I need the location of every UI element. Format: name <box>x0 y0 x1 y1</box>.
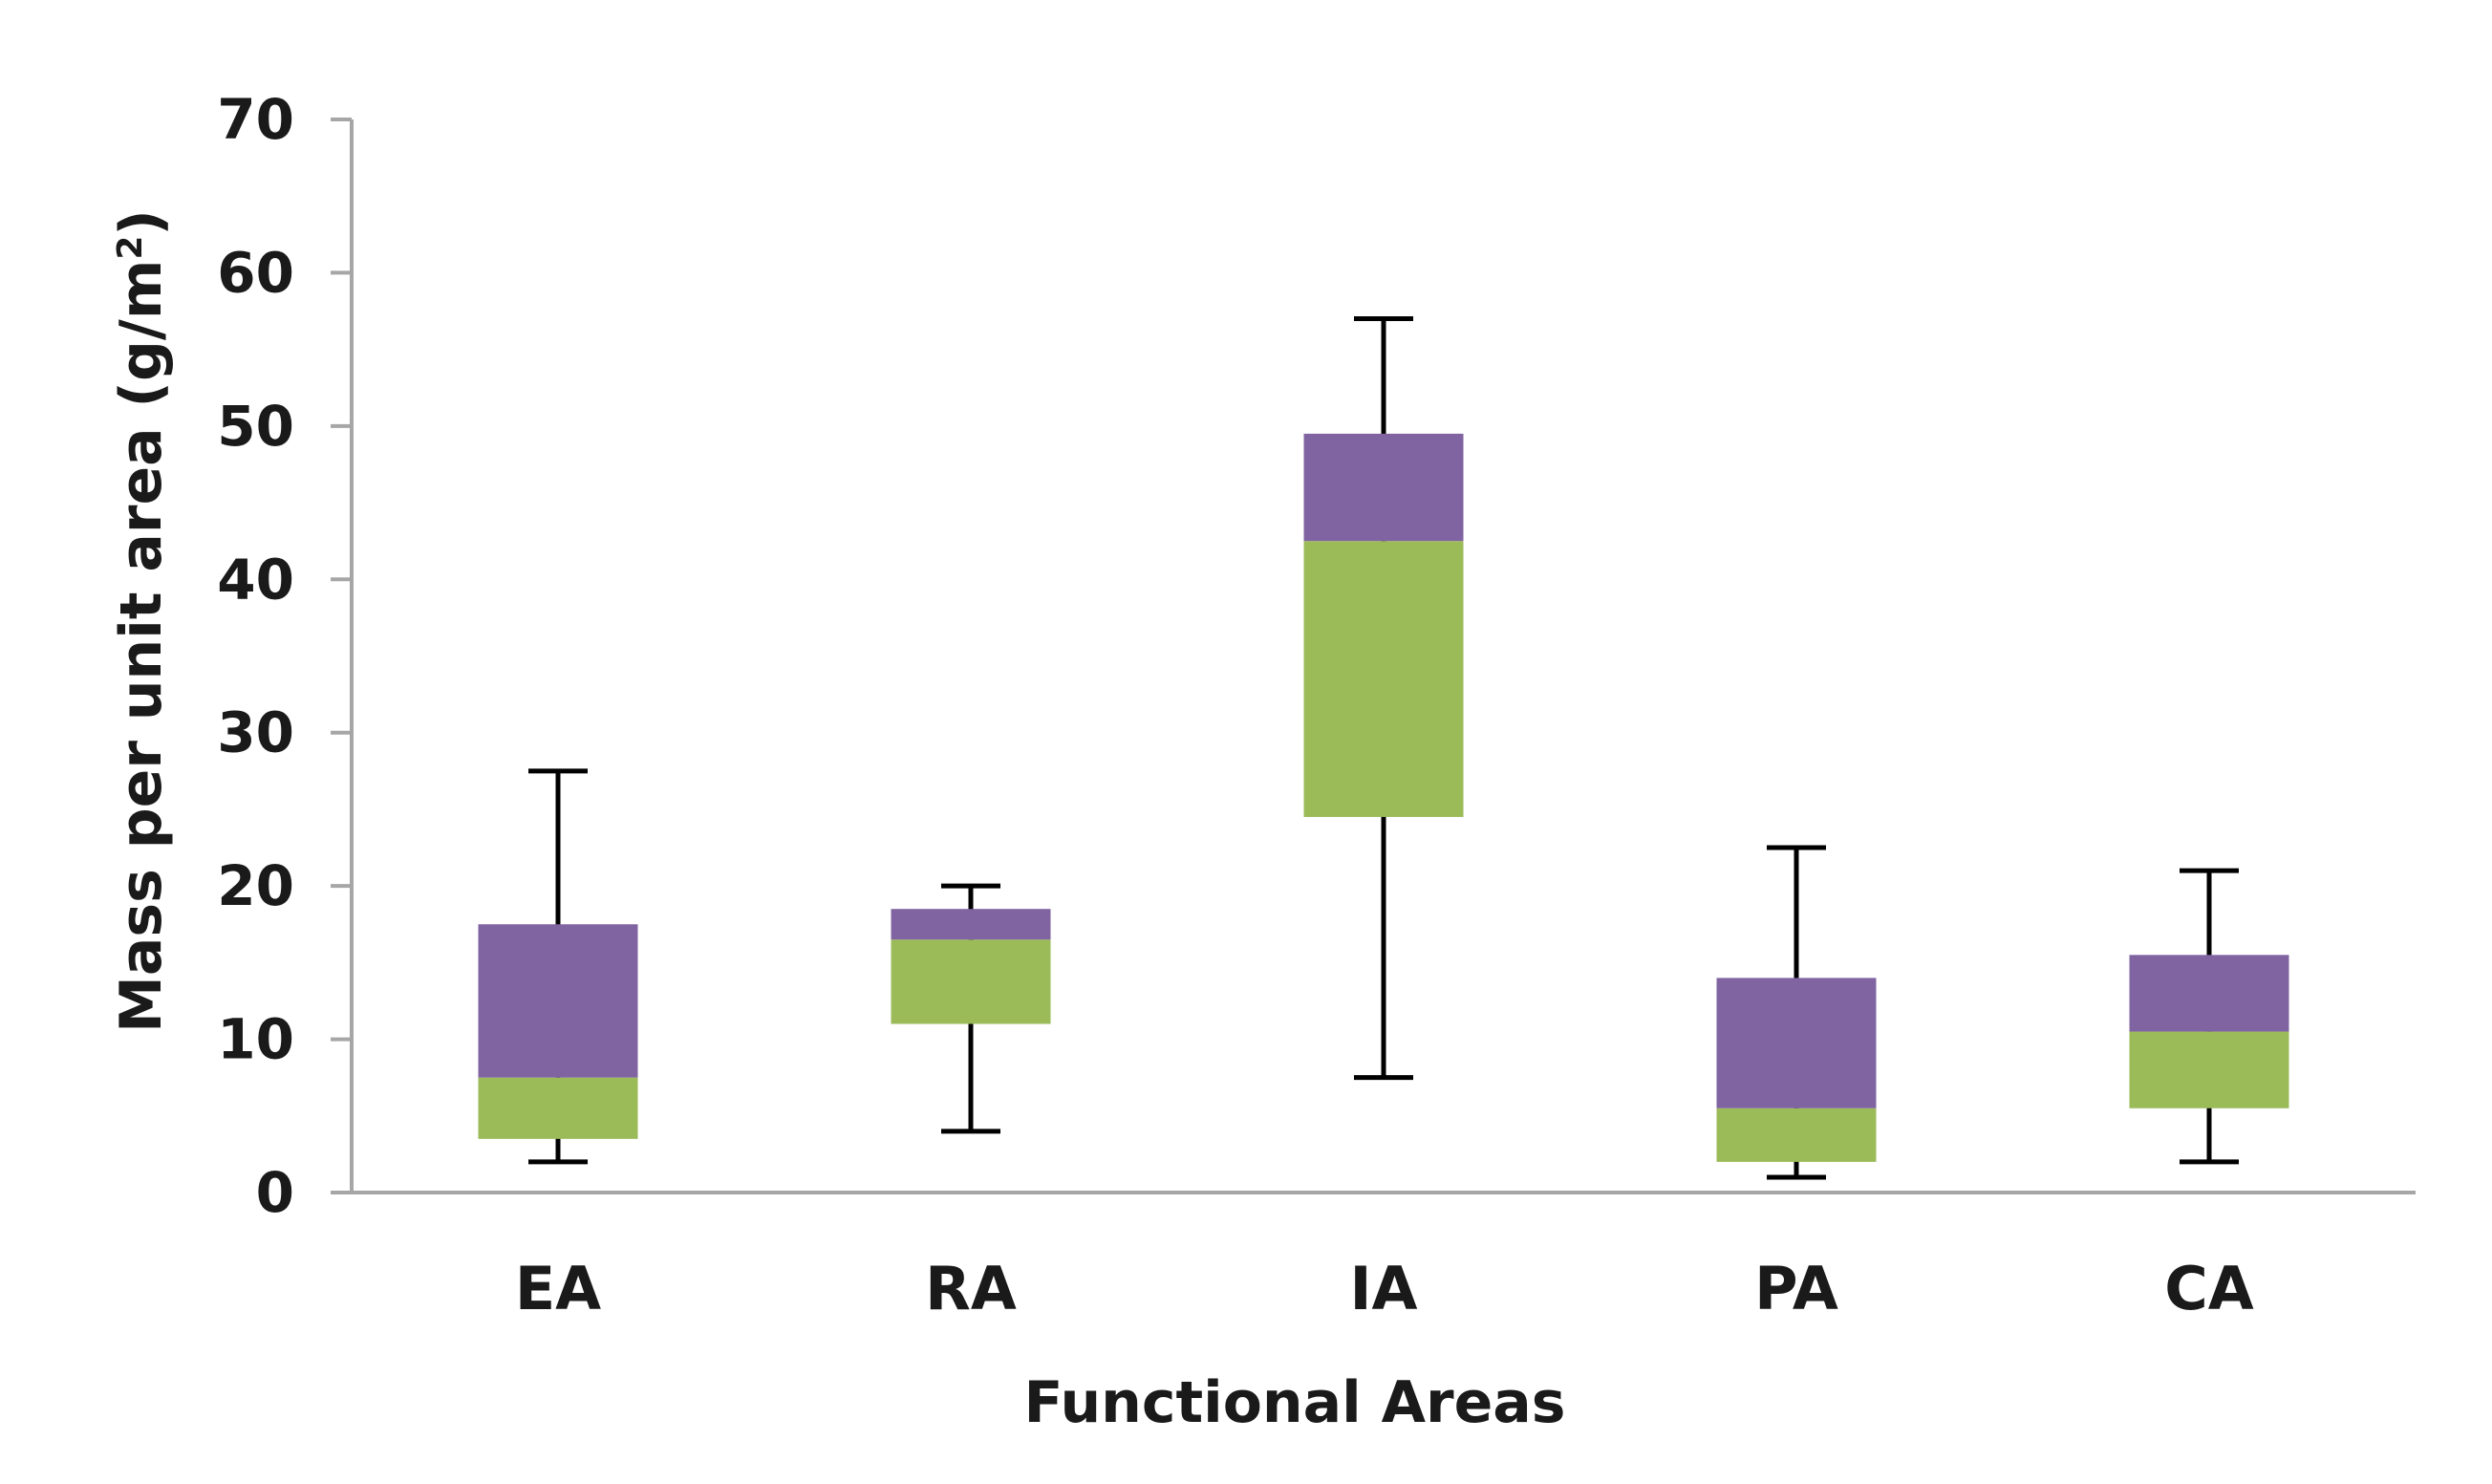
x-category-label-ca: CA <box>2164 1254 2254 1323</box>
y-axis-title-base: Mass per unit area (g/m <box>108 260 175 1033</box>
box-lower-ea <box>478 1077 638 1139</box>
y-ticks-layer: 0 10 20 30 40 50 60 70 <box>217 87 352 1225</box>
y-tick-label: 50 <box>217 394 294 459</box>
y-tick-label: 60 <box>217 240 294 305</box>
y-tick-label: 20 <box>217 853 294 918</box>
x-category-label-ra: RA <box>925 1254 1017 1323</box>
y-tick-label: 0 <box>256 1160 294 1225</box>
box-upper-ra <box>891 909 1051 940</box>
axes-layer <box>350 119 2416 1194</box>
y-tick-label: 30 <box>217 700 294 765</box>
box-lower-ca <box>2129 1031 2289 1108</box>
boxes-layer <box>478 433 2289 1162</box>
box-upper-ia <box>1303 433 1464 542</box>
x-category-labels: EA RA IA PA CA <box>515 1254 2254 1323</box>
x-category-label-pa: PA <box>1754 1254 1838 1323</box>
box-upper-ea <box>478 924 638 1078</box>
box-lower-ra <box>891 939 1051 1024</box>
y-tick-label: 40 <box>217 547 294 612</box>
y-axis-title: Mass per unit area (g/m2) <box>108 209 175 1033</box>
y-axis-title-superscript: 2 <box>111 236 150 260</box>
x-category-label-ia: IA <box>1349 1254 1417 1323</box>
x-axis-title: Functional Areas <box>1023 1369 1565 1436</box>
box-upper-ca <box>2129 955 2289 1032</box>
y-axis-title-close: ) <box>108 209 175 235</box>
y-tick-label: 10 <box>217 1007 294 1072</box>
box-lower-pa <box>1716 1108 1877 1162</box>
x-category-label-ea: EA <box>515 1254 601 1323</box>
box-lower-ia <box>1303 541 1464 817</box>
y-tick-label: 70 <box>217 87 294 152</box>
box-upper-pa <box>1716 978 1877 1108</box>
